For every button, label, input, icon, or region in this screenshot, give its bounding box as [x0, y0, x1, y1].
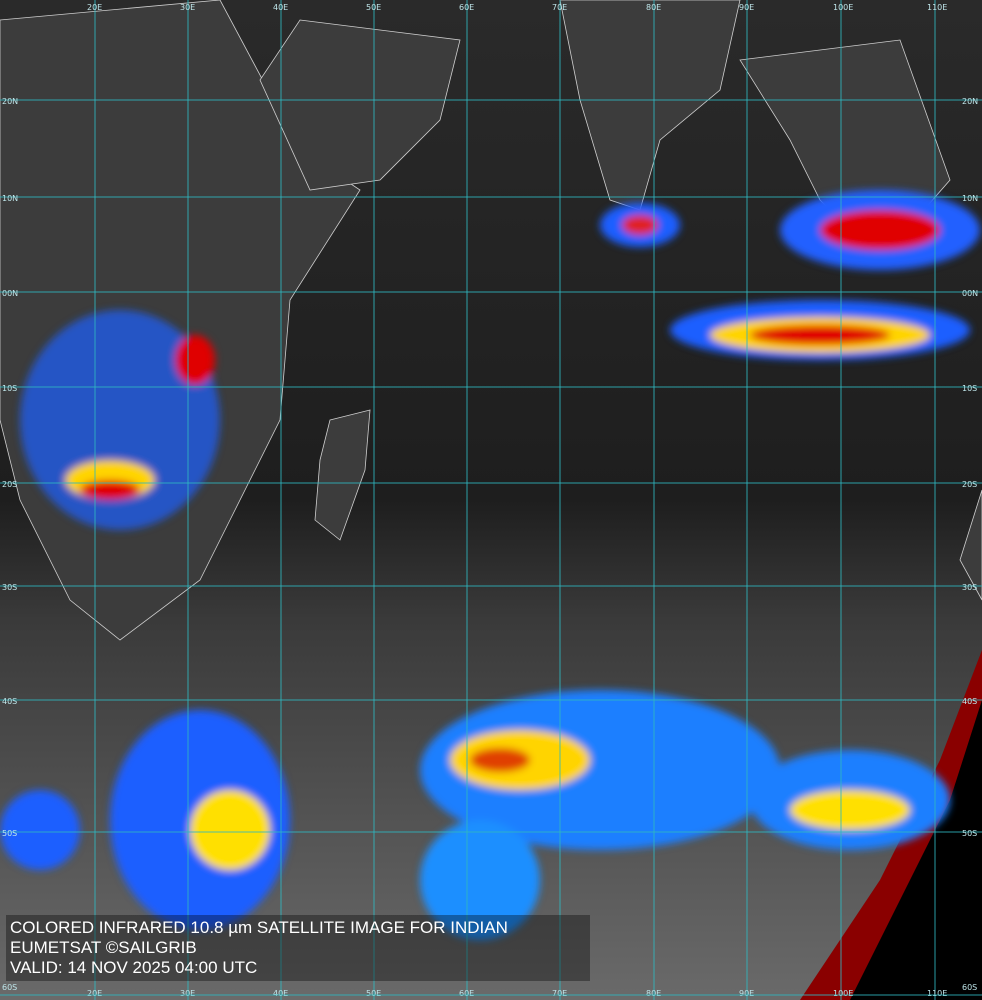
latitude-label: 10N [2, 194, 18, 203]
latitude-label: 40S [2, 697, 17, 706]
longitude-label: 20E [87, 989, 102, 998]
longitude-label: 70E [552, 3, 567, 12]
longitude-label: 40E [273, 989, 288, 998]
longitude-label: 80E [646, 989, 661, 998]
caption-line: COLORED INFRARED 10.8 µm SATELLITE IMAGE… [10, 918, 508, 937]
latitude-label: 20N [962, 97, 978, 106]
longitude-label: 90E [739, 3, 754, 12]
latitude-label: 30S [962, 583, 977, 592]
latitude-label: 30S [2, 583, 17, 592]
latitude-label: 20N [2, 97, 18, 106]
longitude-label: 60E [459, 989, 474, 998]
latitude-label: 00N [962, 289, 978, 298]
space [850, 700, 982, 1000]
longitude-label: 40E [273, 3, 288, 12]
latitude-label: 20S [2, 480, 17, 489]
longitude-label: 90E [739, 989, 754, 998]
caption-line: EUMETSAT ©SAILGRIB [10, 938, 197, 957]
longitude-label: 70E [552, 989, 567, 998]
latitude-label: 60S [962, 983, 977, 992]
latitude-label: 10S [962, 384, 977, 393]
latitude-label: 10N [962, 194, 978, 203]
caption-line: VALID: 14 NOV 2025 04:00 UTC [10, 958, 257, 977]
longitude-label: 80E [646, 3, 661, 12]
longitude-label: 60E [459, 3, 474, 12]
longitude-label: 20E [87, 3, 102, 12]
longitude-label: 100E [833, 3, 853, 12]
latitude-label: 00N [2, 289, 18, 298]
longitude-label: 30E [180, 989, 195, 998]
clouds [0, 190, 980, 940]
caption-box [6, 915, 590, 981]
longitude-label: 30E [180, 3, 195, 12]
longitude-label: 110E [927, 989, 947, 998]
longitude-label: 50E [366, 989, 381, 998]
latitude-label: 20S [962, 480, 977, 489]
latitude-label: 40S [962, 697, 977, 706]
latitude-label: 50S [2, 829, 17, 838]
longitude-label: 50E [366, 3, 381, 12]
latitude-label: 10S [2, 384, 17, 393]
latitude-label: 60S [2, 983, 17, 992]
longitude-label: 100E [833, 989, 853, 998]
latitude-label: 50S [962, 829, 977, 838]
longitude-label: 110E [927, 3, 947, 12]
